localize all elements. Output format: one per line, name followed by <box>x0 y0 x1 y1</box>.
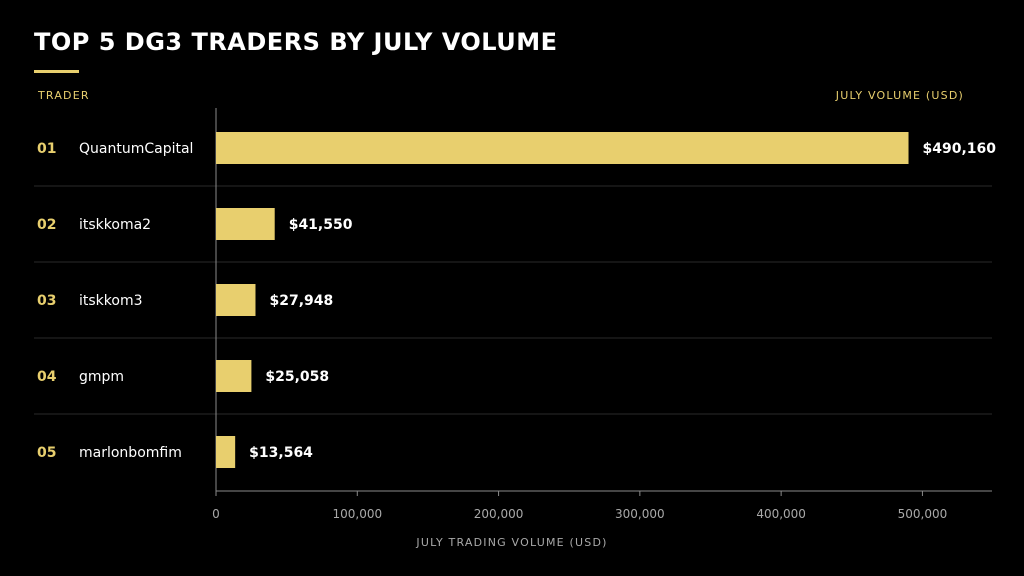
trader-name: marlonbomfim <box>79 445 182 461</box>
rank-label: 03 <box>37 293 56 309</box>
value-label: $13,564 <box>249 445 313 461</box>
x-tick-label: 0 <box>212 507 220 521</box>
bar <box>216 360 252 392</box>
x-tick-label: 200,000 <box>474 507 524 521</box>
bar <box>216 436 236 468</box>
trader-column-header: TRADER <box>38 89 90 102</box>
x-tick-label: 400,000 <box>756 507 806 521</box>
trader-name: gmpm <box>79 369 124 385</box>
trader-name: QuantumCapital <box>79 141 193 157</box>
trader-name: itskkoma2 <box>79 217 151 233</box>
value-label: $25,058 <box>265 369 329 385</box>
x-tick-label: 100,000 <box>332 507 382 521</box>
x-axis-label: JULY TRADING VOLUME (USD) <box>415 536 607 549</box>
bar <box>216 132 909 164</box>
volume-column-header: JULY VOLUME (USD) <box>835 89 964 102</box>
x-tick-label: 300,000 <box>615 507 665 521</box>
bar <box>216 208 275 240</box>
value-label: $41,550 <box>289 217 353 233</box>
x-tick-label: 500,000 <box>898 507 948 521</box>
value-label: $490,160 <box>923 141 997 157</box>
rank-label: 01 <box>37 141 56 157</box>
rank-label: 05 <box>37 445 56 461</box>
chart-title: TOP 5 DG3 TRADERS BY JULY VOLUME <box>34 28 558 56</box>
rank-label: 02 <box>37 217 56 233</box>
bar <box>216 284 256 316</box>
trader-name: itskkom3 <box>79 293 143 309</box>
rank-label: 04 <box>37 369 57 385</box>
title-underline <box>34 70 79 73</box>
value-label: $27,948 <box>269 293 333 309</box>
